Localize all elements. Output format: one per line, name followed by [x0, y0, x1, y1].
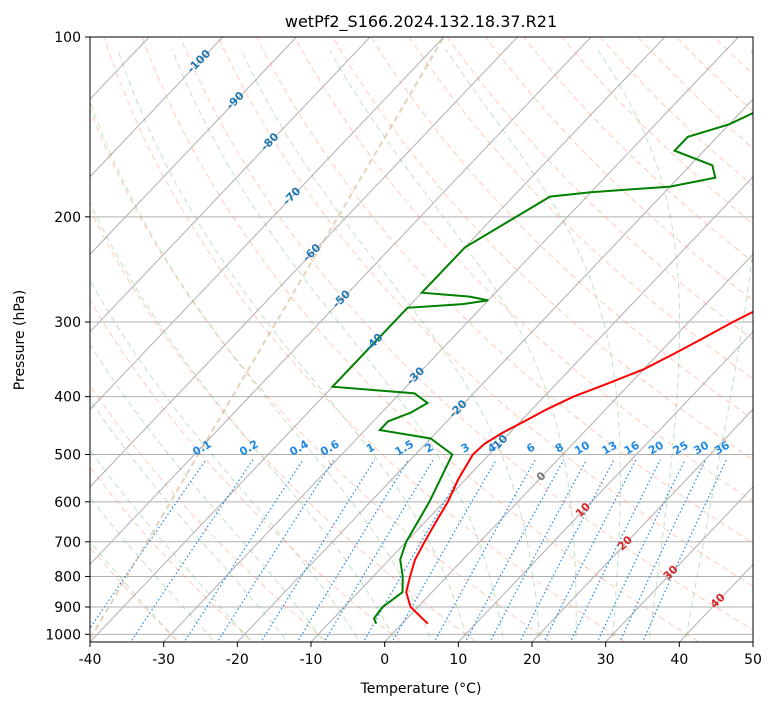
mixing-ratio-line [296, 459, 410, 642]
x-axis-label: Temperature (°C) [360, 681, 482, 697]
moist-adiabat [90, 100, 433, 642]
isotherm-line [90, 37, 518, 488]
moist-adiabat [597, 49, 681, 642]
dry-adiabat [90, 384, 329, 642]
y-tick-label: 400 [54, 390, 81, 406]
y-tick-label: 700 [54, 535, 81, 551]
x-tick-label: 0 [380, 652, 389, 668]
isotherm-line [605, 486, 753, 642]
y-axis-label: Pressure (hPa) [12, 290, 28, 390]
isotherm-line [90, 37, 297, 256]
dry-adiabat [179, 37, 753, 631]
isotherm-line [90, 37, 445, 411]
isotherm-line [236, 98, 753, 642]
mixing-ratio-line [596, 459, 686, 642]
profile-series [330, 111, 753, 625]
x-axis: -40 -30 -20 -10 0 10 20 30 40 50 [79, 642, 762, 668]
moist-adiabat [328, 49, 577, 642]
isotherm-line [531, 408, 753, 642]
mixing-ratio-line [323, 459, 434, 642]
moist-adiabat [90, 343, 325, 642]
moist-adiabat [90, 449, 252, 642]
y-tick-label: 100 [54, 30, 81, 46]
isotherm-line [384, 253, 753, 642]
y-tick-label: 800 [54, 569, 81, 585]
isotherm-line [90, 37, 592, 566]
dry-adiabats [90, 37, 753, 642]
dry-adiabat [370, 37, 753, 420]
mixing-ratio-lines [90, 459, 728, 642]
mixing-ratio-line [362, 459, 471, 642]
moist-adiabat [240, 49, 541, 642]
mixing-ratio-line [90, 459, 207, 630]
isotherm-gridlines [90, 37, 753, 642]
dry-adiabat [561, 37, 753, 225]
y-tick-label: 200 [54, 210, 81, 226]
mixing-ratio-line [129, 459, 254, 642]
x-tick-label: 50 [744, 652, 762, 668]
mixing-ratio-line [569, 459, 661, 642]
dry-adiabat [485, 37, 753, 301]
dry-adiabat [90, 466, 254, 642]
dry-adiabat [408, 37, 753, 380]
dry-adiabat [294, 37, 753, 502]
dry-adiabat [90, 208, 477, 642]
y-tick-label: 500 [54, 448, 81, 464]
isotherm-line [457, 331, 753, 642]
dry-adiabat [141, 37, 700, 642]
moist-adiabat [684, 49, 753, 642]
plot-area: -100-90-80-70-60-50-40-30-20-10010203040… [90, 37, 753, 642]
x-tick-label: -20 [226, 652, 249, 668]
dry-adiabat [446, 37, 753, 341]
dry-adiabat [90, 299, 403, 642]
moist-adiabat [445, 49, 621, 642]
y-tick-label: 600 [54, 495, 81, 511]
y-tick-label: 900 [54, 600, 81, 616]
mixing-ratio-line [619, 459, 707, 642]
moist-adiabat [90, 399, 289, 642]
mixing-ratio-line [519, 459, 615, 642]
dry-adiabat [332, 37, 753, 461]
moist-adiabat [171, 49, 505, 642]
lcl-curve [90, 37, 445, 641]
dry-adiabat [90, 108, 552, 642]
mixing-ratio-line [464, 459, 565, 642]
x-tick-label: 30 [597, 652, 615, 668]
y-tick-label: 300 [54, 315, 81, 331]
y-axis: 100 200 300 400 500 600 700 800 900 1000 [45, 30, 90, 643]
x-tick-label: -10 [300, 652, 323, 668]
isotherm-line [90, 37, 371, 333]
mixing-ratio-line [183, 459, 304, 642]
mixing-ratio-line [489, 459, 588, 642]
x-tick-label: 10 [449, 652, 467, 668]
moist-adiabats [90, 49, 753, 642]
isotherm-line [90, 37, 224, 178]
mixing-ratio-line [216, 459, 335, 642]
dry-adiabat [103, 37, 626, 642]
mixing-ratio-line [260, 459, 376, 642]
isobar-gridlines [90, 37, 753, 635]
x-tick-label: -40 [79, 652, 102, 668]
isotherm-line [163, 37, 739, 642]
plot-frame [89, 36, 754, 643]
y-tick-label: 1000 [45, 627, 81, 643]
profile-line [405, 310, 753, 625]
dry-adiabat [217, 37, 753, 587]
mixing-ratio-line [543, 459, 637, 642]
lcl-curve-line [90, 37, 445, 641]
profile-line [330, 111, 753, 625]
dry-adiabat [599, 37, 753, 187]
x-tick-label: 40 [670, 652, 688, 668]
moist-adiabat [90, 279, 361, 642]
x-tick-label: 20 [523, 652, 541, 668]
moist-adiabat [117, 49, 469, 642]
dry-adiabat [637, 37, 753, 149]
x-tick-label: -30 [152, 652, 175, 668]
chart-title: wetPf2_S166.2024.132.18.37.R21 [285, 12, 557, 32]
